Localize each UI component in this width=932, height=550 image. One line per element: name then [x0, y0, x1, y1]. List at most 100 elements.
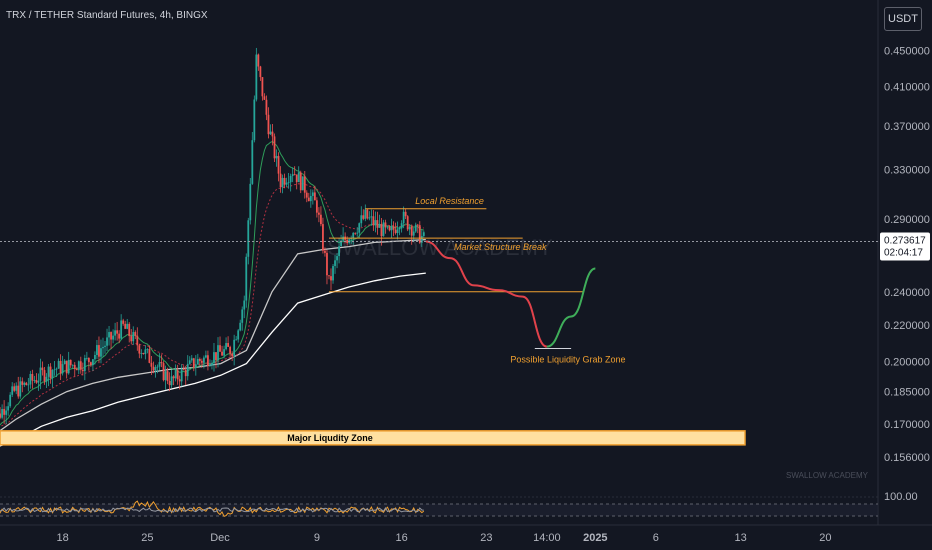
candle-body — [317, 212, 320, 215]
candle-body — [322, 224, 324, 251]
candle-body — [257, 54, 260, 67]
candle-body — [51, 370, 54, 379]
candle-body — [285, 182, 288, 185]
candle-body — [336, 256, 338, 261]
liquidity-zone-rect — [0, 430, 746, 446]
candle-body — [138, 345, 141, 354]
candle-body — [287, 182, 290, 184]
candle-body — [207, 355, 209, 367]
candle-body — [164, 371, 167, 381]
candle-body — [160, 362, 163, 364]
candle-body — [126, 323, 129, 329]
candle-body — [315, 200, 318, 213]
candle-body — [31, 373, 34, 381]
candle-body — [376, 220, 379, 228]
candle-body — [211, 362, 213, 366]
candle-body — [289, 176, 292, 183]
candle-body — [29, 373, 32, 385]
candle-body — [134, 332, 137, 336]
moving-average-line — [0, 272, 426, 447]
candle-body — [235, 339, 238, 341]
candle-body — [67, 359, 70, 374]
candle-body — [372, 216, 375, 226]
y-tick-label: 0.220000 — [884, 320, 930, 332]
candle-body — [55, 368, 58, 370]
major-liquidity-zone[interactable]: Major Liqudity Zone — [0, 430, 746, 446]
candle-body — [148, 349, 151, 363]
candle-body — [283, 177, 286, 185]
candle-body — [108, 332, 110, 338]
candle-body — [384, 222, 387, 228]
candle-body — [196, 358, 199, 365]
candle-body — [77, 361, 80, 371]
candle-body — [184, 369, 187, 377]
candle-body — [172, 376, 175, 379]
candle-body — [47, 366, 50, 377]
candle-body — [146, 349, 149, 350]
candle-body — [396, 229, 399, 234]
candle-body — [404, 211, 407, 217]
time-axis[interactable]: 18 25 Dec 9 16 23 14:00 2025 6 13 20 — [57, 532, 832, 544]
candle-body — [422, 232, 425, 237]
candle-body — [182, 368, 185, 370]
candle-body — [275, 155, 278, 159]
candle-body — [378, 224, 381, 228]
candle-body — [334, 260, 336, 267]
candle-body — [301, 176, 304, 191]
candle-body — [416, 224, 419, 226]
candle-body — [398, 228, 401, 230]
candle-body — [65, 360, 68, 374]
candle-body — [81, 369, 84, 372]
candle-body — [225, 343, 227, 350]
candle-body — [89, 362, 92, 366]
candle-body — [69, 359, 72, 366]
candle-body — [239, 322, 242, 331]
y-tick-label: 0.200000 — [884, 357, 930, 369]
ema-slow-line — [0, 183, 424, 428]
candle-body — [13, 386, 16, 391]
x-tick-label: 16 — [396, 532, 408, 544]
candle-body — [63, 360, 66, 365]
last-price-tag: 0.273617 02:04:17 — [880, 232, 930, 261]
candle-body — [247, 220, 250, 257]
candle-body — [176, 370, 179, 380]
local-resistance-label: Local Resistance — [415, 196, 484, 206]
candle-body — [324, 250, 326, 253]
candle-body — [178, 379, 181, 382]
candle-body — [202, 357, 205, 363]
candle-body — [241, 309, 244, 323]
chart-watermark: SWALLOW ACADEMY — [786, 471, 869, 480]
candle-body — [192, 358, 195, 368]
candle-body — [15, 385, 18, 391]
candle-body — [124, 323, 127, 329]
candle-body — [362, 215, 365, 219]
last-price-value: 0.273617 — [884, 236, 926, 247]
candle-body — [102, 346, 104, 349]
candle-body — [33, 380, 36, 381]
price-axis[interactable]: 0.450000 0.410000 0.370000 0.330000 0.290000… — [884, 46, 930, 464]
candle-body — [190, 358, 193, 361]
candle-body — [57, 360, 60, 369]
x-tick-label: 13 — [734, 532, 746, 544]
candle-body — [358, 223, 361, 233]
projection-down-path — [425, 240, 548, 348]
candle-body — [390, 226, 393, 231]
candle-body — [209, 365, 211, 367]
candle-body — [249, 183, 252, 221]
x-tick-label: 20 — [819, 532, 831, 544]
currency-button[interactable]: USDT — [884, 7, 922, 31]
candle-body — [269, 131, 272, 135]
candle-body — [346, 239, 349, 244]
candle-body — [277, 155, 280, 174]
candle-body — [120, 320, 123, 339]
candle-body — [400, 223, 403, 229]
candle-body — [354, 232, 357, 234]
candle-body — [394, 229, 397, 234]
candle-body — [9, 394, 12, 407]
candle-body — [186, 363, 189, 377]
projection-path — [425, 240, 596, 348]
candle-body — [174, 370, 177, 379]
x-tick-label: 2025 — [583, 532, 607, 544]
candle-body — [166, 371, 169, 382]
